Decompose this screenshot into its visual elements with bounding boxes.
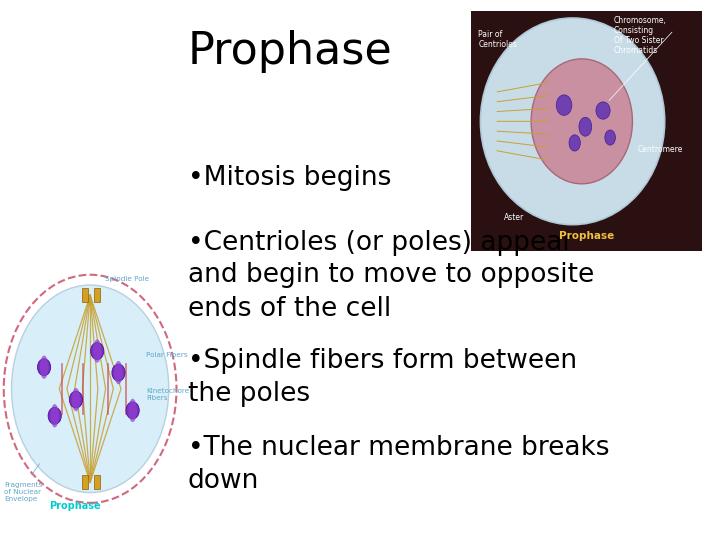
Ellipse shape [112,364,125,381]
Text: Pair of
Centrioles: Pair of Centrioles [478,30,517,49]
Ellipse shape [93,339,102,363]
Ellipse shape [114,361,122,384]
Ellipse shape [126,402,139,419]
Ellipse shape [569,135,580,151]
Text: •Mitosis begins: •Mitosis begins [188,165,391,191]
Text: •Spindle fibers form between
the poles: •Spindle fibers form between the poles [188,348,577,407]
Text: Kinetochore
Fibers: Kinetochore Fibers [146,388,190,401]
Ellipse shape [579,117,592,136]
Text: Prophase: Prophase [188,30,392,73]
Ellipse shape [128,399,137,422]
Ellipse shape [596,102,610,119]
Ellipse shape [12,285,168,492]
Ellipse shape [91,342,104,360]
Bar [94,475,99,489]
Bar [471,11,701,251]
Ellipse shape [480,18,665,225]
Text: •Centrioles (or poles) appear
and begin to move to opposite
ends of the cell: •Centrioles (or poles) appear and begin … [188,230,594,321]
Ellipse shape [605,130,616,145]
Text: Chromosome,
Consisting
Of Two Sister
Chromatids: Chromosome, Consisting Of Two Sister Chr… [614,16,667,55]
Ellipse shape [69,391,83,408]
Text: Prophase: Prophase [49,501,101,511]
Ellipse shape [72,388,80,411]
Ellipse shape [531,59,632,184]
Ellipse shape [40,355,48,379]
Text: Fragments
of Nuclear
Envelope: Fragments of Nuclear Envelope [4,482,42,502]
Ellipse shape [557,95,572,116]
Bar [94,288,99,302]
Text: Spindle Pole: Spindle Pole [105,276,149,282]
Ellipse shape [37,359,50,376]
Bar [82,288,89,302]
Text: Centromere: Centromere [638,145,683,154]
Ellipse shape [50,404,59,428]
Ellipse shape [48,407,61,424]
Text: Prophase: Prophase [559,232,614,241]
Bar [82,475,89,489]
Text: Polar Fibers: Polar Fibers [146,352,188,357]
Text: Aster: Aster [503,213,523,221]
Text: •The nuclear membrane breaks
down: •The nuclear membrane breaks down [188,435,609,494]
